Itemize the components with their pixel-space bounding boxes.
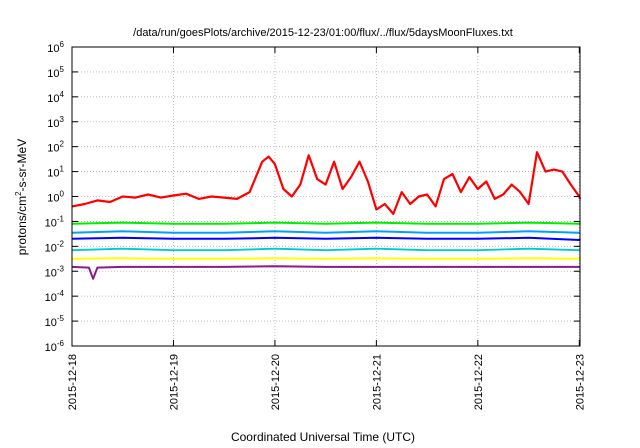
ticks (71, 46, 580, 347)
y-tick-label: 106 (47, 40, 64, 55)
y-tick-label: 101 (47, 165, 64, 180)
y-tick-label: 105 (47, 65, 64, 80)
y-axis-label: protons/cm2-s-sr-MeV (14, 139, 29, 255)
series-line-2 (71, 221, 581, 225)
y-tick-label: 104 (47, 90, 64, 105)
y-tick-label: 103 (47, 115, 64, 130)
series-line-1 (71, 151, 582, 215)
y-tick-label: 100 (47, 190, 64, 205)
y-tick-label: 10-2 (45, 239, 65, 254)
series-layer (71, 151, 582, 280)
x-tick-label: 2015-12-22 (473, 354, 485, 410)
x-tick-label: 2015-12-23 (574, 354, 586, 410)
y-tick-label: 102 (47, 140, 64, 155)
x-tick-label: 2015-12-19 (168, 354, 180, 410)
x-tick-label: 2015-12-20 (270, 354, 282, 410)
series-line-4 (71, 236, 581, 241)
series-line-5 (71, 247, 581, 252)
x-tick-labels: 2015-12-18 2015-12-19 2015-12-20 2015-12-21… (67, 354, 586, 410)
x-tick-label: 2015-12-21 (371, 354, 383, 410)
y-tick-label: 10-5 (45, 314, 65, 329)
series-line-7 (71, 265, 581, 280)
x-axis-label: Coordinated Universal Time (UTC) (231, 430, 415, 444)
series-line-3 (71, 230, 581, 234)
x-tick-label: 2015-12-18 (67, 354, 79, 410)
chart-title: /data/run/goesPlots/archive/2015-12-23/0… (133, 27, 513, 39)
y-tick-label: 10-3 (45, 264, 65, 279)
y-tick-label: 10-1 (45, 214, 65, 229)
grid (71, 47, 580, 346)
y-tick-labels: 10-6 10-5 10-4 10-3 10-2 10-1 100 101 102 103 104 1… (45, 40, 65, 354)
y-tick-label: 10-6 (45, 339, 65, 354)
y-tick-label: 10-4 (45, 289, 65, 304)
plot-frame (71, 46, 581, 347)
